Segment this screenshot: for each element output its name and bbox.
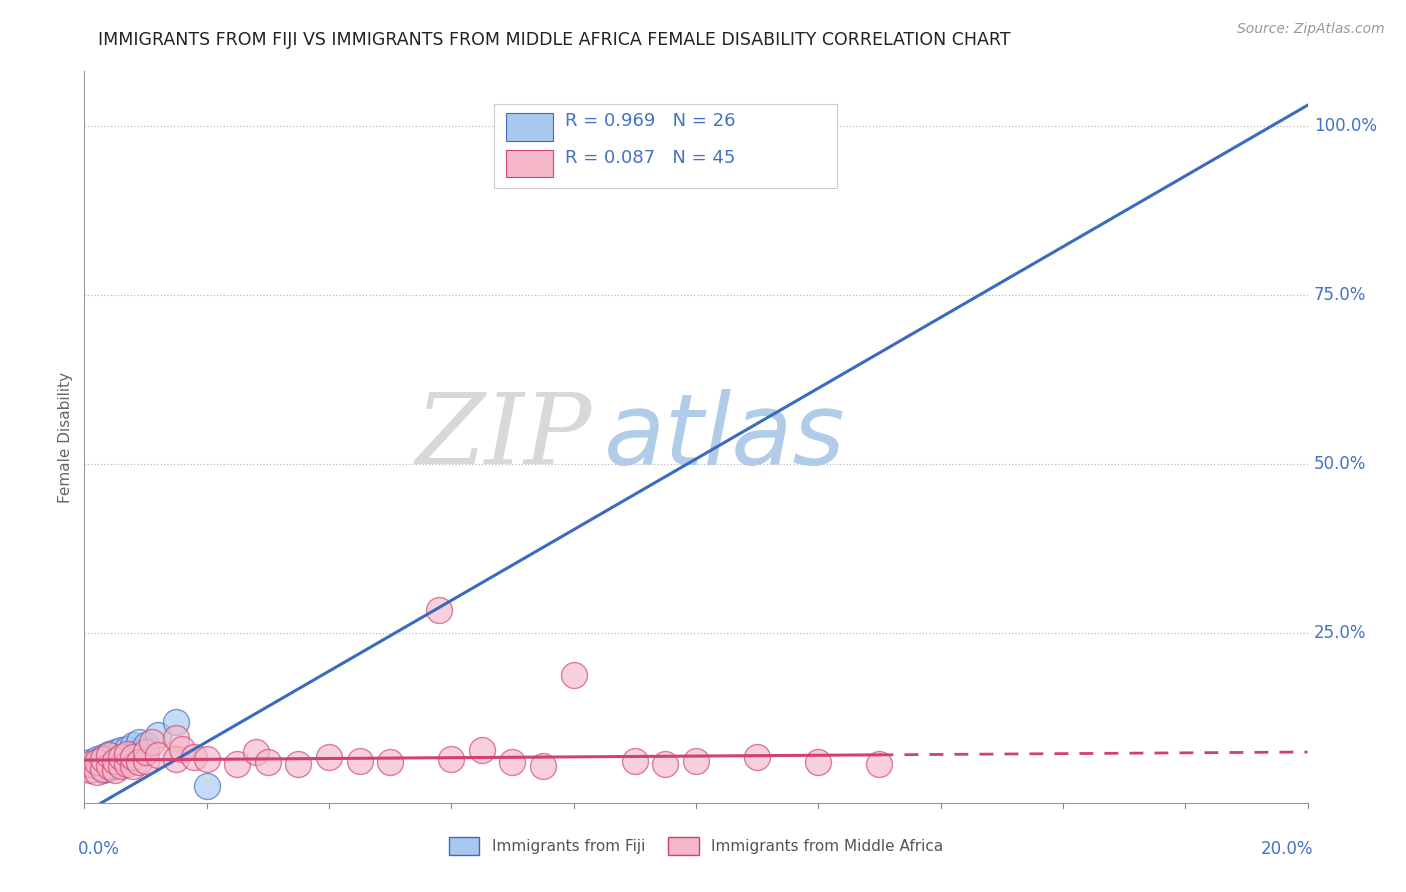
Point	[531, 758, 554, 772]
Point	[79, 762, 101, 776]
Point	[115, 747, 138, 761]
Point	[562, 668, 585, 682]
Point	[427, 603, 450, 617]
Point	[104, 745, 127, 759]
Legend: Immigrants from Fiji, Immigrants from Middle Africa: Immigrants from Fiji, Immigrants from Mi…	[443, 831, 949, 861]
Point	[128, 755, 150, 769]
Point	[115, 741, 138, 756]
Text: atlas: atlas	[605, 389, 846, 485]
Point	[79, 755, 101, 769]
FancyBboxPatch shape	[494, 104, 837, 188]
Y-axis label: Female Disability: Female Disability	[58, 371, 73, 503]
Point	[97, 747, 120, 761]
Point	[86, 755, 108, 769]
Point	[122, 748, 145, 763]
Text: 25.0%: 25.0%	[1313, 624, 1367, 642]
Point	[195, 752, 218, 766]
Point	[165, 714, 187, 729]
Point	[110, 743, 132, 757]
Point	[349, 754, 371, 768]
Point	[110, 749, 132, 764]
Point	[380, 755, 402, 769]
Text: IMMIGRANTS FROM FIJI VS IMMIGRANTS FROM MIDDLE AFRICA FEMALE DISABILITY CORRELAT: IMMIGRANTS FROM FIJI VS IMMIGRANTS FROM …	[98, 31, 1011, 49]
Point	[97, 758, 120, 772]
Point	[146, 728, 169, 742]
Point	[79, 764, 101, 778]
Point	[141, 735, 163, 749]
Text: 100.0%: 100.0%	[1313, 117, 1376, 135]
Point	[165, 752, 187, 766]
Point	[245, 745, 267, 759]
Point	[91, 764, 114, 778]
Point	[128, 735, 150, 749]
Point	[86, 758, 108, 772]
Point	[135, 754, 157, 768]
Point	[183, 749, 205, 764]
Point	[97, 761, 120, 775]
Point	[110, 756, 132, 771]
Text: R = 0.087   N = 45: R = 0.087 N = 45	[565, 149, 735, 167]
Text: R = 0.969   N = 26: R = 0.969 N = 26	[565, 112, 735, 130]
Point	[91, 752, 114, 766]
Point	[318, 749, 340, 764]
Point	[122, 749, 145, 764]
Point	[122, 738, 145, 752]
Point	[91, 756, 114, 771]
Point	[807, 755, 830, 769]
Point	[172, 741, 194, 756]
FancyBboxPatch shape	[506, 113, 553, 141]
Point	[624, 754, 647, 768]
FancyBboxPatch shape	[506, 150, 553, 178]
Text: 0.0%: 0.0%	[79, 840, 120, 858]
Point	[86, 765, 108, 780]
Point	[195, 779, 218, 793]
Point	[869, 756, 891, 771]
Point	[128, 745, 150, 759]
Point	[97, 754, 120, 768]
Text: 20.0%: 20.0%	[1261, 840, 1313, 858]
Point	[115, 756, 138, 771]
Point	[440, 752, 463, 766]
Point	[654, 756, 676, 771]
Point	[104, 752, 127, 766]
Point	[471, 743, 494, 757]
Point	[97, 748, 120, 763]
Point	[165, 731, 187, 746]
Point	[91, 762, 114, 776]
Text: 50.0%: 50.0%	[1313, 455, 1367, 473]
Text: ZIP: ZIP	[416, 390, 592, 484]
Point	[110, 749, 132, 764]
Point	[104, 758, 127, 772]
Point	[135, 738, 157, 752]
Point	[135, 745, 157, 759]
Text: 75.0%: 75.0%	[1313, 285, 1367, 304]
Point	[86, 752, 108, 766]
Point	[502, 755, 524, 769]
Point	[79, 756, 101, 771]
Point	[104, 754, 127, 768]
Point	[226, 756, 249, 771]
Point	[747, 749, 769, 764]
Point	[104, 764, 127, 778]
Point	[685, 754, 707, 768]
Point	[110, 758, 132, 772]
Point	[146, 748, 169, 763]
Point	[257, 755, 280, 769]
Point	[122, 758, 145, 772]
Text: Source: ZipAtlas.com: Source: ZipAtlas.com	[1237, 22, 1385, 37]
Point	[115, 752, 138, 766]
Point	[91, 749, 114, 764]
Point	[287, 756, 309, 771]
